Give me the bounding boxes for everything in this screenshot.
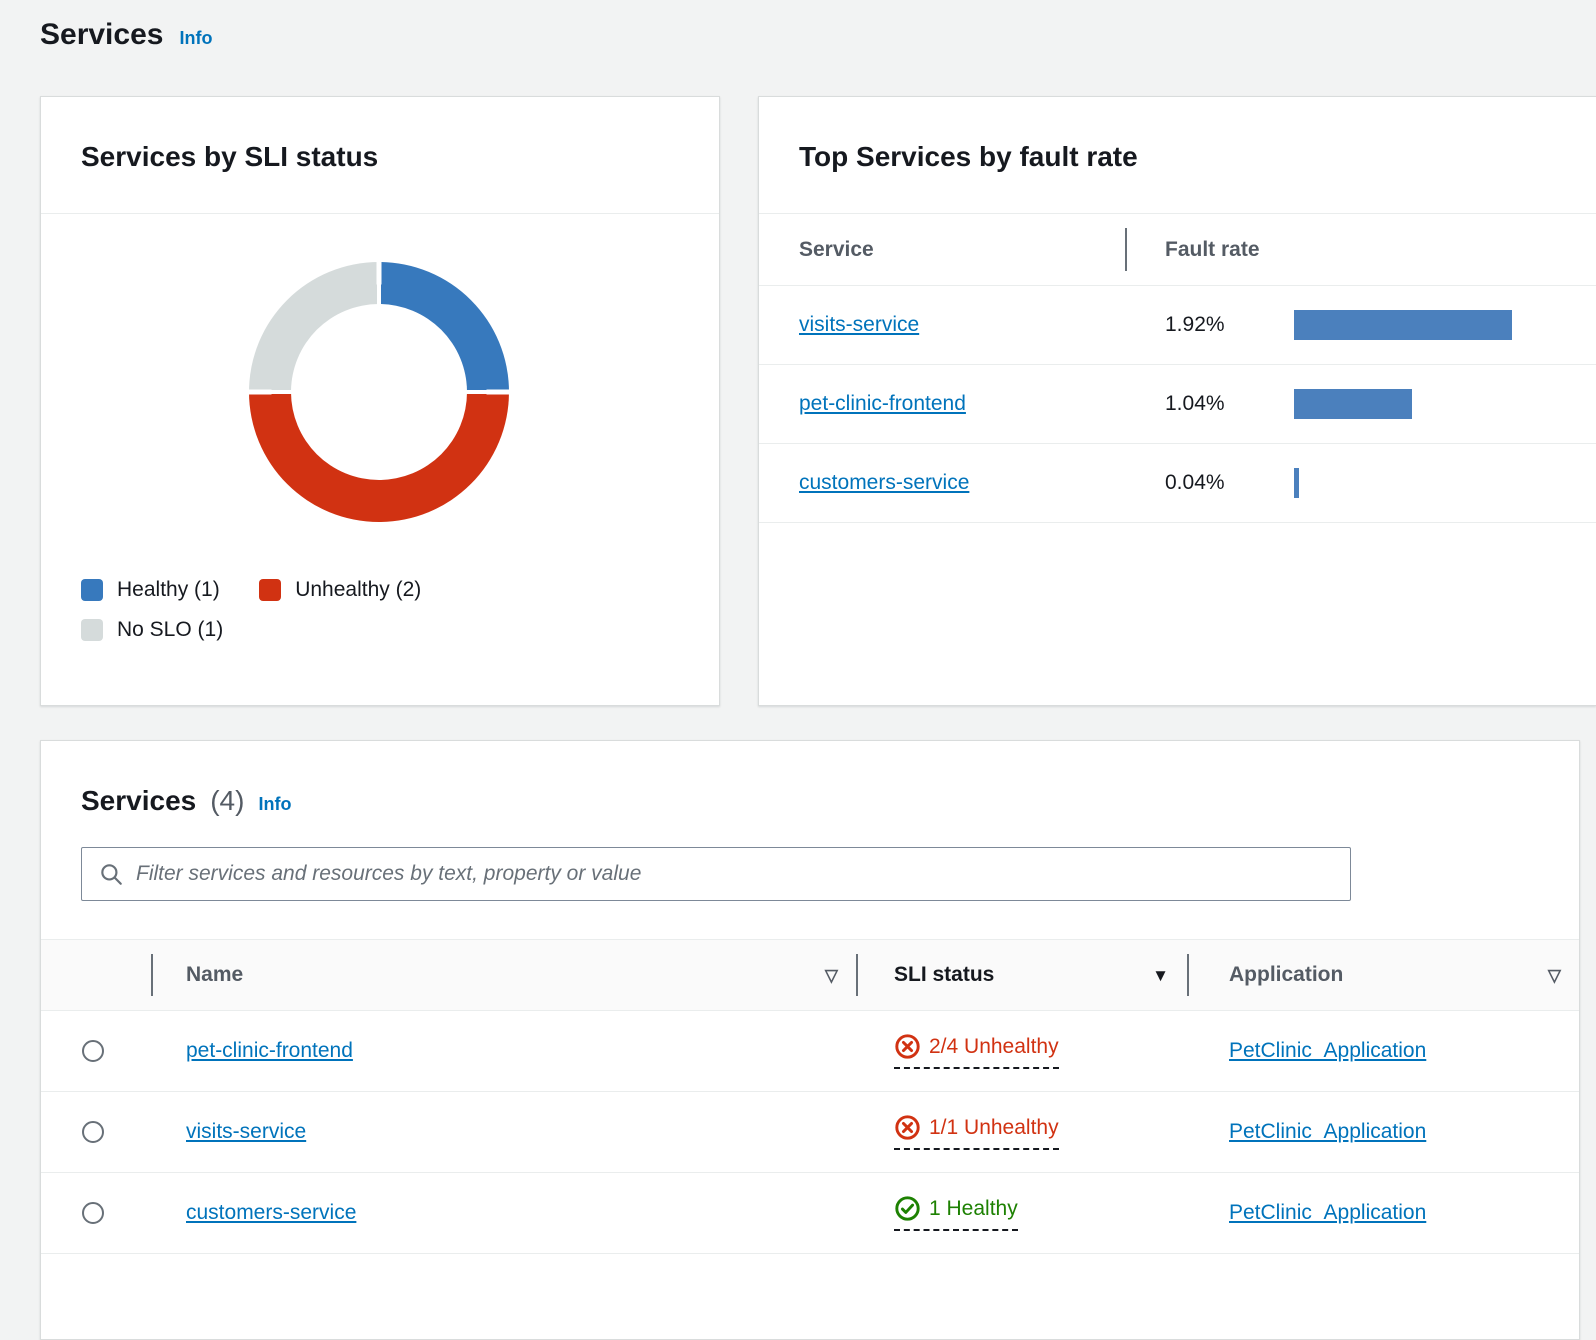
- row-radio-button[interactable]: [82, 1202, 104, 1224]
- service-link[interactable]: pet-clinic-frontend: [799, 392, 966, 415]
- donut-hole: [291, 304, 467, 480]
- row-radio-button[interactable]: [82, 1121, 104, 1143]
- sli-status-badge[interactable]: 1 Healthy: [894, 1195, 1018, 1231]
- sli-status-text: 1 Healthy: [929, 1196, 1018, 1220]
- summary-cards-row: Services by SLI status Healthy (1) Unhea…: [0, 96, 1596, 706]
- sli-status-badge[interactable]: 2/4 Unhealthy: [894, 1033, 1059, 1069]
- legend-item-unhealthy: Unhealthy (2): [259, 578, 421, 602]
- table-row-select-cell: [41, 1011, 151, 1092]
- table-row-application-cell: PetClinic_Application: [1187, 1092, 1579, 1173]
- error-circle-icon: [894, 1114, 921, 1141]
- fault-row-rate: 1.92%: [1125, 286, 1294, 365]
- services-info-link[interactable]: Info: [258, 794, 292, 814]
- service-name-link[interactable]: pet-clinic-frontend: [186, 1039, 353, 1062]
- application-link[interactable]: PetClinic_Application: [1229, 1120, 1427, 1143]
- fault-col-header-rate: Fault rate: [1125, 214, 1596, 286]
- fault-col-header-service: Service: [759, 214, 1125, 286]
- filter-services-input[interactable]: [136, 848, 1334, 900]
- healthy-swatch-icon: [81, 579, 103, 601]
- table-row-application-cell: PetClinic_Application: [1187, 1173, 1579, 1254]
- application-link[interactable]: PetClinic_Application: [1229, 1201, 1427, 1224]
- column-divider: [151, 954, 153, 996]
- table-row-sli-cell: 1 Healthy: [856, 1173, 1187, 1254]
- column-label: Application: [1229, 963, 1344, 986]
- unhealthy-swatch-icon: [259, 579, 282, 601]
- fault-card-header: Top Services by fault rate: [759, 97, 1596, 214]
- filter-input-container: [81, 847, 1351, 901]
- row-radio-button[interactable]: [82, 1040, 104, 1062]
- sli-card-title: Services by SLI status: [81, 141, 379, 172]
- table-row-select-cell: [41, 1173, 151, 1254]
- sli-status-badge[interactable]: 1/1 Unhealthy: [894, 1114, 1059, 1150]
- table-row-sli-cell: 2/4 Unhealthy: [856, 1011, 1187, 1092]
- column-header-sli-status[interactable]: SLI status: [856, 939, 1187, 1011]
- fault-rate-bar: [1294, 310, 1512, 340]
- table-row-application-cell: PetClinic_Application: [1187, 1011, 1579, 1092]
- fault-row-bar-cell: [1294, 286, 1596, 365]
- search-icon: [98, 861, 124, 887]
- table-row-sli-cell: 1/1 Unhealthy: [856, 1092, 1187, 1173]
- selection-column-header: [41, 939, 151, 1011]
- page-info-link[interactable]: Info: [179, 28, 213, 48]
- table-row-name-cell: customers-service: [151, 1173, 856, 1254]
- fault-row-service: customers-service: [759, 444, 1125, 523]
- legend-item-healthy: Healthy (1): [81, 578, 223, 602]
- sli-status-card: Services by SLI status Healthy (1) Unhea…: [40, 96, 720, 706]
- sli-donut-chart: [249, 262, 509, 522]
- sli-legend: Healthy (1) Unhealthy (2) No SLO (1): [81, 578, 719, 642]
- sort-inactive-icon[interactable]: [1548, 963, 1561, 987]
- column-label: SLI status: [894, 963, 995, 986]
- legend-item-no-slo: No SLO (1): [81, 618, 223, 642]
- success-circle-icon: [894, 1195, 921, 1222]
- fault-row-rate: 0.04%: [1125, 444, 1294, 523]
- no-slo-swatch-icon: [81, 619, 103, 641]
- fault-row-service: pet-clinic-frontend: [759, 365, 1125, 444]
- service-link[interactable]: customers-service: [799, 471, 970, 494]
- fault-rate-bar: [1294, 389, 1413, 419]
- fault-rate-card: Top Services by fault rate Service Fault…: [758, 96, 1596, 706]
- sort-descending-icon[interactable]: [1152, 963, 1169, 987]
- service-name-link[interactable]: customers-service: [186, 1201, 357, 1224]
- services-table-header: Services (4) Info: [41, 741, 1579, 817]
- service-link[interactable]: visits-service: [799, 313, 920, 336]
- filter-row: [81, 847, 1539, 901]
- sli-status-text: 2/4 Unhealthy: [929, 1034, 1059, 1058]
- table-row-name-cell: visits-service: [151, 1092, 856, 1173]
- column-label: Name: [186, 963, 244, 986]
- fault-row-service: visits-service: [759, 286, 1125, 365]
- fault-row-bar-cell: [1294, 444, 1596, 523]
- table-row-name-cell: pet-clinic-frontend: [151, 1011, 856, 1092]
- services-table-card: Services (4) Info Name S: [40, 740, 1580, 1340]
- application-link[interactable]: PetClinic_Application: [1229, 1039, 1427, 1062]
- sort-inactive-icon[interactable]: [825, 963, 838, 987]
- column-divider: [1187, 954, 1189, 996]
- service-name-link[interactable]: visits-service: [186, 1120, 307, 1143]
- sli-status-text: 1/1 Unhealthy: [929, 1115, 1059, 1139]
- sli-card-header: Services by SLI status: [41, 97, 719, 214]
- legend-label: Unhealthy (2): [295, 578, 422, 601]
- services-count: (4): [210, 785, 245, 816]
- column-header-name[interactable]: Name: [151, 939, 856, 1011]
- fault-row-bar-cell: [1294, 365, 1596, 444]
- page-header: Services Info: [0, 0, 1596, 52]
- fault-rate-bar: [1294, 468, 1299, 498]
- column-header-application[interactable]: Application: [1187, 939, 1579, 1011]
- page-title: Services: [40, 18, 164, 51]
- fault-rate-table: Service Fault rate visits-service 1.92% …: [759, 214, 1596, 523]
- legend-label: Healthy (1): [117, 578, 220, 601]
- fault-card-title: Top Services by fault rate: [799, 141, 1138, 172]
- table-row-select-cell: [41, 1092, 151, 1173]
- error-circle-icon: [894, 1033, 921, 1060]
- legend-label: No SLO (1): [117, 618, 224, 641]
- column-divider: [856, 954, 858, 996]
- services-table-title: Services: [81, 785, 197, 816]
- fault-row-rate: 1.04%: [1125, 365, 1294, 444]
- services-table: Name SLI status Application pet-clinic-f…: [41, 939, 1579, 1254]
